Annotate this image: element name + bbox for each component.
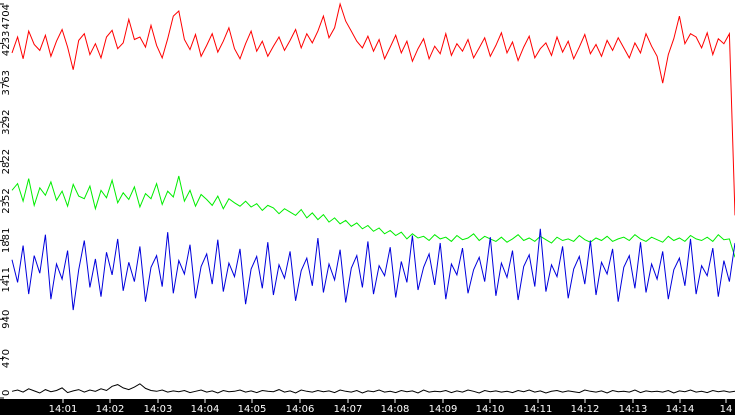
- x-tick-label: 14:14: [666, 404, 695, 415]
- x-tick-label: 14:13: [619, 404, 648, 415]
- x-tick-label: 14:05: [238, 404, 267, 415]
- x-tick-label: 14:12: [571, 404, 600, 415]
- y-tick-label: 2822: [1, 149, 12, 174]
- x-tick-label: 14:03: [144, 404, 173, 415]
- y-axis: 0 470 940 1411 1881 2352 2822 3292 3763 4233 4704: [0, 3, 12, 399]
- x-tick-label: 14:10: [476, 404, 505, 415]
- x-tick-label: 14:09: [429, 404, 458, 415]
- y-tick-label: 470: [1, 349, 12, 368]
- x-axis-band: [0, 399, 735, 415]
- x-tick-label: 14:11: [524, 404, 553, 415]
- y-tick-label: 4704: [1, 4, 12, 29]
- series-line-4: [11, 383, 735, 394]
- x-tick-label: 14:06: [286, 404, 315, 415]
- x-tick-label: 14:04: [191, 404, 220, 415]
- y-tick-label: 940: [1, 310, 12, 329]
- x-axis: 14:01 14:02 14:03 14:04 14:05 14:06 14:07 14:08…: [49, 399, 733, 415]
- y-tick-label: 1411: [1, 267, 12, 292]
- y-tick-label: 3763: [1, 70, 12, 95]
- y-tick-label: 3292: [1, 109, 12, 134]
- x-tick-label: 14:01: [49, 404, 78, 415]
- series-line-3: [11, 228, 735, 311]
- series-layer: [11, 2, 735, 394]
- y-tick-label: 4233: [1, 31, 12, 56]
- series-line-2: [11, 175, 735, 258]
- y-tick-label: 1881: [1, 228, 12, 253]
- x-tick-label: 14:08: [381, 404, 410, 415]
- y-tick-label: 0: [1, 390, 12, 396]
- x-tick-label: 14:02: [96, 404, 125, 415]
- x-tick-label: 14: [720, 404, 733, 415]
- y-tick-label: 2352: [1, 188, 12, 213]
- series-line-1: [11, 2, 735, 216]
- x-tick-label: 14:07: [334, 404, 363, 415]
